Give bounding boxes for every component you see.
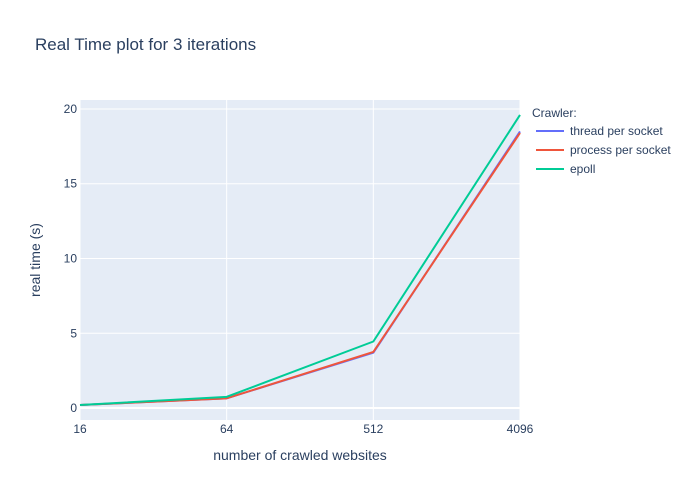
y-tick-label: 20 [64,102,78,116]
legend-label: process per socket [570,143,671,157]
y-tick-label: 0 [70,401,77,415]
x-tick-label: 4096 [507,422,534,436]
grid-lines [79,100,521,420]
series-lines [79,114,521,407]
legend[interactable]: Crawler: thread per socket process per so… [532,106,671,176]
legend-item[interactable]: thread per socket [536,124,663,138]
x-tick-label: 16 [73,422,87,436]
legend-label: epoll [570,162,595,176]
chart-title: Real Time plot for 3 iterations [35,35,256,54]
y-axis-title: real time (s) [27,223,43,297]
legend-item[interactable]: epoll [536,162,595,176]
series-line-epoll[interactable] [79,114,521,407]
y-tick-label: 15 [64,177,78,191]
y-tick-label: 10 [64,252,78,266]
y-tick-label: 5 [70,326,77,340]
legend-title: Crawler: [532,106,577,120]
x-tick-label: 512 [363,422,383,436]
legend-item[interactable]: process per socket [536,143,671,157]
x-tick-labels: 16 64 512 4096 [73,422,533,436]
plot-area [80,100,520,420]
x-tick-label: 64 [220,422,234,436]
legend-label: thread per socket [570,124,663,138]
y-tick-labels: 0 5 10 15 20 [64,102,78,415]
x-axis-title: number of crawled websites [213,447,387,463]
